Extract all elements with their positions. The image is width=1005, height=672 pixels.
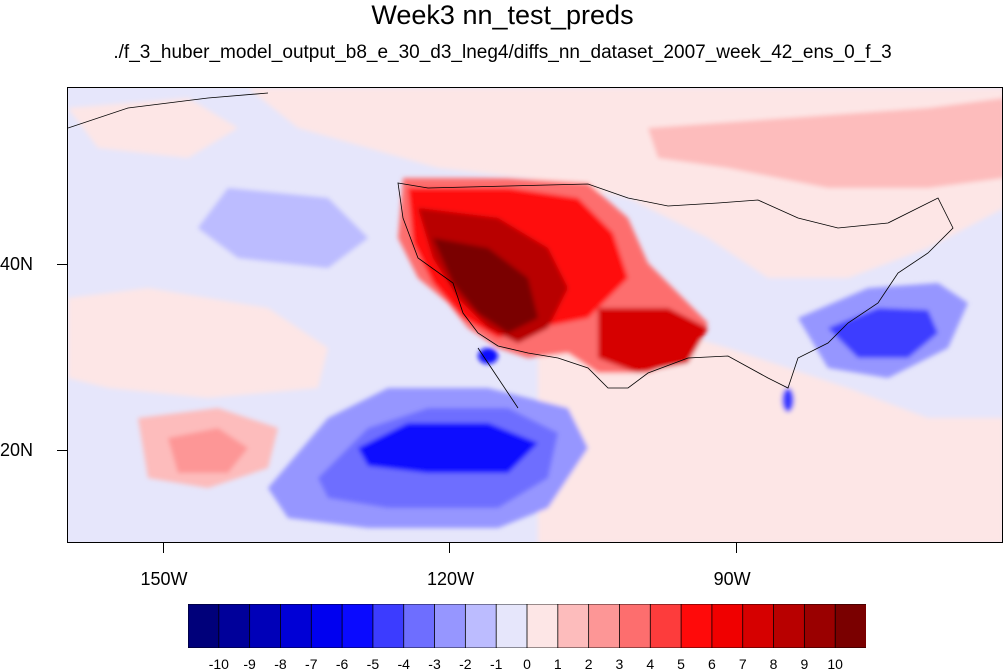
baja-negative-spot xyxy=(478,348,498,364)
colorbar-tick-label: -7 xyxy=(305,656,318,672)
x-tick-label: 150W xyxy=(140,569,188,589)
colorbar-swatch xyxy=(834,604,866,648)
colorbar xyxy=(188,604,866,648)
canada-positive-region xyxy=(648,98,1002,188)
colorbar-swatch xyxy=(742,604,775,648)
colorbar-tick-label: 3 xyxy=(615,656,624,672)
colorbar-swatch xyxy=(249,604,282,648)
pacific-negative-core xyxy=(358,423,538,473)
southern-positive-region xyxy=(538,318,1002,542)
y-tick-label: 20N xyxy=(0,439,34,460)
colorbar-tick-label: -4 xyxy=(397,656,410,672)
pacific-positive-region xyxy=(68,288,328,398)
colorbar-swatch xyxy=(341,604,374,648)
x-tick-label: 90W xyxy=(713,569,751,589)
colorbar-tick-label: -8 xyxy=(274,656,287,672)
colorbar-swatch xyxy=(372,604,405,648)
colorbar-tick-label: -9 xyxy=(243,656,256,672)
y-tick-mark xyxy=(57,449,67,451)
coastline-outlines xyxy=(68,92,954,409)
colorbar-swatch xyxy=(188,604,220,648)
alaska-coastline xyxy=(68,92,269,129)
colorbar-tick-label: 0 xyxy=(523,656,531,672)
colorbar-tick-label: 4 xyxy=(646,656,655,672)
y-tick-label: 40N xyxy=(0,253,34,274)
colorbar-tick-label: -1 xyxy=(489,656,503,672)
x-tick-mark xyxy=(735,543,737,553)
atlantic-negative-core xyxy=(828,308,938,358)
usa-positive-core xyxy=(433,238,538,333)
colorbar-tick-label: 6 xyxy=(708,656,716,672)
colorbar-swatch xyxy=(495,604,528,648)
x-tick-label: 120W xyxy=(427,569,475,589)
colorbar-swatch xyxy=(464,604,498,648)
colorbar-swatch xyxy=(218,604,251,648)
colorbar-swatch xyxy=(403,604,436,648)
colorbar-tick-label: -10 xyxy=(208,656,229,672)
anomaly-map-panel xyxy=(67,87,1003,543)
alaska-positive-region xyxy=(68,98,238,158)
texas-positive-core xyxy=(598,308,708,373)
colorbar-swatch xyxy=(526,604,559,648)
anomaly-field xyxy=(68,88,1002,542)
colorbar-tick-label: 7 xyxy=(738,656,747,672)
colorbar-tick-label: 8 xyxy=(769,656,778,672)
colorbar-swatch xyxy=(280,604,313,648)
colorbar-swatch xyxy=(434,604,467,648)
colorbar-swatch xyxy=(557,604,590,648)
colorbar-swatch xyxy=(310,604,343,648)
usa-outline xyxy=(397,182,954,389)
map-subtitle: ./f_3_huber_model_output_b8_e_30_d3_lneg… xyxy=(113,42,892,63)
baja-coastline xyxy=(477,347,519,409)
y-tick-mark xyxy=(57,263,67,265)
colorbar-swatch xyxy=(680,604,713,648)
x-tick-mark xyxy=(162,543,164,553)
colorbar-swatch xyxy=(773,604,806,648)
colorbar-tick-label: 9 xyxy=(800,656,809,672)
colorbar-tick-label: 1 xyxy=(553,656,562,672)
pacific-north-negative xyxy=(198,188,368,268)
colorbar-tick-label: -6 xyxy=(335,656,349,672)
anomaly-map xyxy=(68,88,1002,542)
colorbar-tick-label: 5 xyxy=(677,656,685,672)
colorbar-swatch xyxy=(711,604,744,648)
colorbar-tick-label: 2 xyxy=(584,656,593,672)
colorbar-swatch xyxy=(649,604,682,648)
colorbar-tick-label: -3 xyxy=(428,656,441,672)
map-title: Week3 nn_test_preds xyxy=(371,0,634,30)
colorbar-tick-label: 10 xyxy=(827,656,843,672)
colorbar-swatch xyxy=(588,604,621,648)
colorbar-swatch xyxy=(619,604,652,648)
x-tick-mark xyxy=(449,543,451,553)
colorbar-tick-label: -5 xyxy=(366,656,380,672)
colorbar-tick-label: -2 xyxy=(459,656,472,672)
hawaii-positive-core xyxy=(168,428,248,473)
florida-negative-spot xyxy=(782,388,794,412)
colorbar-swatch xyxy=(803,604,837,648)
